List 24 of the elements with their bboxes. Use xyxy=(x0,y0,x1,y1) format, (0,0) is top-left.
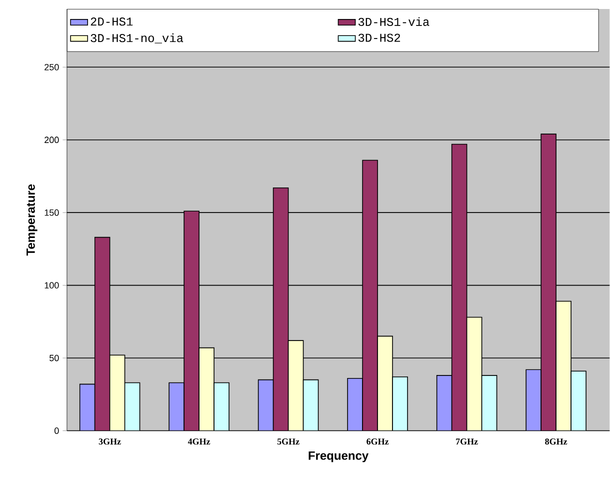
bar xyxy=(198,348,214,431)
legend-label: 3D-HS1-no_via xyxy=(90,34,184,44)
bar xyxy=(377,336,393,431)
bar xyxy=(288,340,304,431)
y-axis-title: Temperature xyxy=(26,184,38,256)
x-tick-label: 8GHz xyxy=(545,438,568,445)
y-tick-label: 200 xyxy=(44,136,59,144)
x-tick-label: 4GHz xyxy=(188,438,210,445)
x-tick-label: 5GHz xyxy=(277,438,300,445)
y-tick-label: 100 xyxy=(44,282,59,289)
y-tick-label: 150 xyxy=(44,210,59,216)
y-tick-label: 50 xyxy=(50,354,59,362)
x-tick-label: 6GHz xyxy=(366,438,389,445)
legend-label: 3D-HS2 xyxy=(358,34,400,42)
bar xyxy=(109,354,126,431)
legend-label: 2D-HS1 xyxy=(90,18,133,26)
y-tick-label: 0 xyxy=(54,428,59,434)
bar xyxy=(466,317,482,431)
bar xyxy=(556,301,572,431)
x-axis-title: Frequency xyxy=(308,452,369,462)
x-tick-label: 3GHz xyxy=(98,438,121,445)
y-tick-label: 250 xyxy=(44,64,59,71)
legend-label: 3D-HS1-via xyxy=(358,17,430,26)
x-tick-label: 7GHz xyxy=(456,438,478,445)
